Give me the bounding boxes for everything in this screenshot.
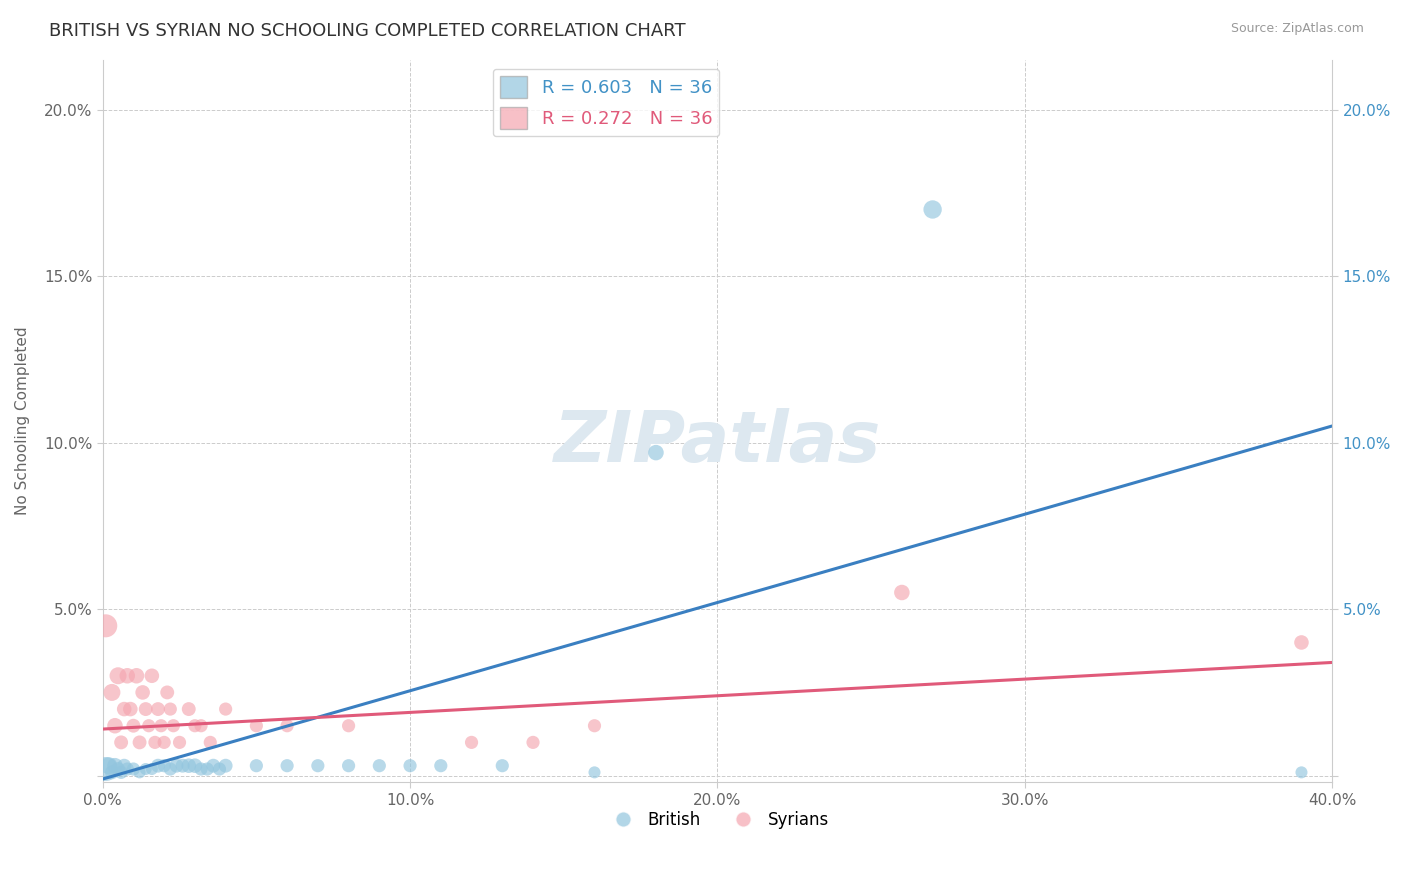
Text: BRITISH VS SYRIAN NO SCHOOLING COMPLETED CORRELATION CHART: BRITISH VS SYRIAN NO SCHOOLING COMPLETED… bbox=[49, 22, 686, 40]
Point bbox=[195, 762, 218, 776]
Point bbox=[131, 685, 153, 699]
Point bbox=[184, 758, 207, 772]
Text: Source: ZipAtlas.com: Source: ZipAtlas.com bbox=[1230, 22, 1364, 36]
Point bbox=[162, 719, 184, 733]
Point bbox=[146, 758, 169, 772]
Point bbox=[122, 762, 145, 776]
Point bbox=[117, 762, 139, 776]
Point bbox=[125, 669, 148, 683]
Point bbox=[276, 758, 298, 772]
Point bbox=[190, 719, 212, 733]
Point bbox=[141, 762, 163, 776]
Point bbox=[645, 445, 668, 459]
Point bbox=[101, 765, 124, 780]
Point bbox=[399, 758, 422, 772]
Point bbox=[94, 619, 117, 633]
Point bbox=[337, 719, 360, 733]
Point bbox=[276, 719, 298, 733]
Point bbox=[200, 735, 222, 749]
Point bbox=[522, 735, 544, 749]
Point bbox=[107, 762, 129, 776]
Point bbox=[120, 702, 142, 716]
Point bbox=[128, 765, 150, 780]
Point bbox=[117, 669, 139, 683]
Point bbox=[368, 758, 391, 772]
Point bbox=[491, 758, 513, 772]
Point bbox=[94, 762, 117, 776]
Point bbox=[337, 758, 360, 772]
Point bbox=[146, 702, 169, 716]
Point bbox=[214, 758, 236, 772]
Point bbox=[143, 735, 166, 749]
Legend: British, Syrians: British, Syrians bbox=[599, 804, 835, 836]
Point bbox=[104, 758, 127, 772]
Point bbox=[165, 758, 187, 772]
Point bbox=[921, 202, 943, 217]
Point bbox=[583, 765, 606, 780]
Point bbox=[1291, 765, 1313, 780]
Point bbox=[122, 719, 145, 733]
Point bbox=[138, 719, 160, 733]
Point bbox=[169, 735, 191, 749]
Point bbox=[153, 735, 176, 749]
Point bbox=[101, 685, 124, 699]
Point bbox=[245, 758, 267, 772]
Point bbox=[128, 735, 150, 749]
Point bbox=[890, 585, 912, 599]
Point bbox=[177, 702, 200, 716]
Point bbox=[110, 735, 132, 749]
Point bbox=[159, 702, 181, 716]
Point bbox=[159, 762, 181, 776]
Point bbox=[214, 702, 236, 716]
Point bbox=[97, 758, 120, 772]
Point bbox=[135, 702, 157, 716]
Point bbox=[245, 719, 267, 733]
Point bbox=[460, 735, 482, 749]
Point bbox=[202, 758, 225, 772]
Point bbox=[184, 719, 207, 733]
Point bbox=[112, 702, 135, 716]
Point bbox=[110, 765, 132, 780]
Point bbox=[141, 669, 163, 683]
Point bbox=[208, 762, 231, 776]
Point bbox=[150, 719, 173, 733]
Point bbox=[107, 669, 129, 683]
Point bbox=[583, 719, 606, 733]
Point bbox=[307, 758, 329, 772]
Point bbox=[153, 758, 176, 772]
Point bbox=[172, 758, 194, 772]
Point bbox=[190, 762, 212, 776]
Point bbox=[112, 758, 135, 772]
Text: ZIPatlas: ZIPatlas bbox=[554, 409, 882, 477]
Point bbox=[135, 762, 157, 776]
Point bbox=[1291, 635, 1313, 649]
Point bbox=[177, 758, 200, 772]
Point bbox=[104, 719, 127, 733]
Y-axis label: No Schooling Completed: No Schooling Completed bbox=[15, 326, 30, 516]
Point bbox=[430, 758, 453, 772]
Point bbox=[156, 685, 179, 699]
